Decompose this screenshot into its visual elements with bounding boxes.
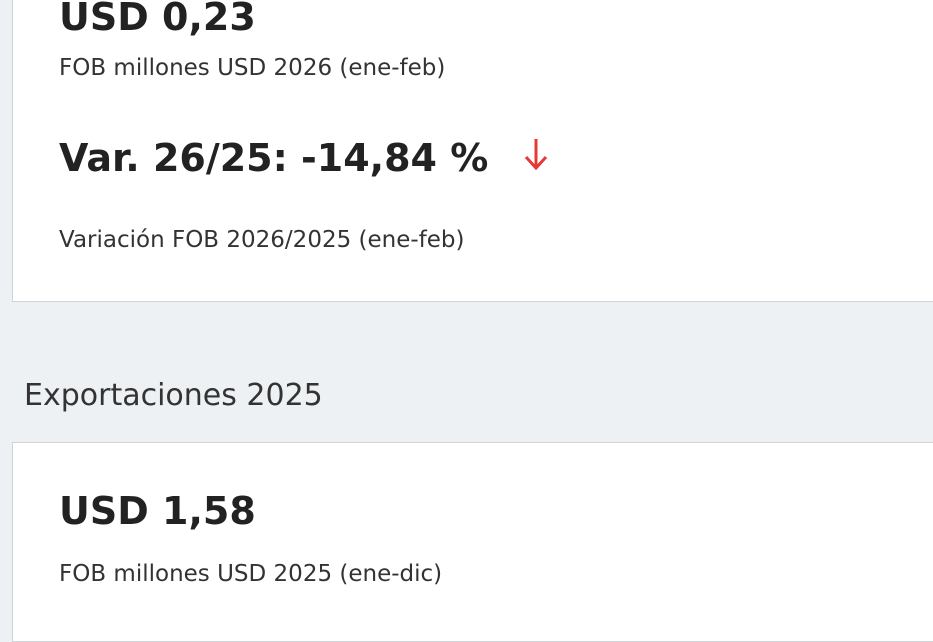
card: USD 0,23 FOB millones USD 2026 (ene-feb)…: [12, 0, 933, 302]
caption: FOB millones USD 2026 (ene-feb): [59, 55, 446, 81]
value: USD 1,58: [59, 489, 256, 533]
variation-caption: Variación FOB 2026/2025 (ene-feb): [59, 227, 465, 253]
down-arrow: [524, 139, 547, 171]
card: USD 1,58 FOB millones USD 2025 (ene-dic): [12, 442, 933, 642]
page: {"cards":[{"value":"USD 0,23","caption":…: [12, 0, 933, 642]
section-title: Exportaciones 2025: [24, 378, 323, 413]
value: USD 0,23: [59, 0, 256, 39]
variation-text: Var. 26/25: -14,84 %: [59, 136, 489, 180]
caption: FOB millones USD 2025 (ene-dic): [59, 561, 443, 587]
variation: Var. 26/25: -14,84 %: [59, 135, 556, 180]
